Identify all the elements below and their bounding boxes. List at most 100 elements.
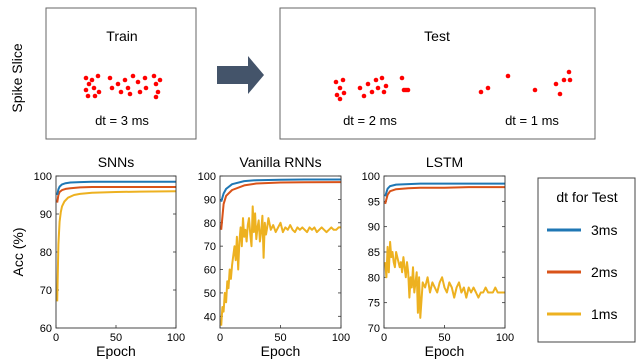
x-axis-label: Epoch	[96, 343, 136, 359]
test-dt1-label: dt = 1 ms	[505, 113, 559, 128]
y-tick-label: 50	[204, 288, 216, 300]
y-tick-label: 70	[204, 241, 216, 253]
x-axis-label: Epoch	[425, 343, 465, 359]
plot-frame	[383, 175, 506, 329]
x-tick-label: 0	[217, 332, 223, 344]
x-tick-label: 50	[438, 332, 450, 344]
y-tick-label: 100	[362, 171, 380, 183]
spike-dot	[567, 77, 573, 83]
spike-dot	[155, 89, 161, 95]
spike-dot	[151, 73, 157, 79]
spike-dot	[115, 81, 121, 87]
x-tick-label: 0	[381, 332, 387, 344]
series-line-2ms	[384, 186, 505, 205]
spike-dot	[505, 73, 511, 79]
spike-dot	[566, 69, 572, 75]
spike-dot	[340, 77, 346, 83]
spike-dot	[130, 73, 136, 79]
legend-entries: 3ms 2ms 1ms	[547, 222, 617, 322]
legend-title: dt for Test	[556, 189, 617, 205]
plot-frame	[55, 175, 177, 329]
spike-dot	[83, 75, 89, 81]
spike-dot	[341, 90, 347, 96]
series-line-3ms	[384, 182, 505, 197]
spike-dot	[478, 89, 484, 95]
spike-dot	[125, 85, 131, 91]
y-tick-label: 95	[368, 196, 380, 208]
spike-dot	[357, 85, 363, 91]
test-box	[279, 7, 596, 140]
y-tick-label: 40	[204, 311, 216, 323]
spike-dot	[485, 85, 491, 91]
spike-dot	[86, 81, 92, 87]
spike-dot	[561, 77, 567, 83]
series-line-2ms	[56, 186, 176, 203]
spike-dot	[337, 96, 343, 102]
spike-dot	[383, 83, 389, 89]
y-axis-label: Acc (%)	[10, 228, 26, 277]
legend-label-1ms: 1ms	[591, 306, 617, 322]
spike-dot	[96, 89, 102, 95]
spike-dot	[89, 77, 95, 83]
train-title: Train	[106, 28, 137, 44]
spike-slice-ylabel: Spike Slice	[9, 43, 25, 112]
spike-dot	[153, 81, 159, 87]
spike-dot	[92, 93, 98, 99]
x-tick-label: 50	[274, 332, 286, 344]
test-spike-dots	[333, 69, 573, 102]
plot-frame	[219, 175, 342, 329]
legend-label-3ms: 3ms	[591, 222, 617, 238]
spike-dot	[83, 87, 89, 93]
x-tick-label: 100	[167, 332, 185, 344]
chart-3: LSTM 70 75 80 85 90 95 100 0 50 100 Epoch	[362, 154, 515, 359]
chart-title: Vanilla RNNs	[239, 154, 321, 170]
series-line-1ms	[384, 240, 505, 319]
spike-dot	[127, 91, 133, 97]
spike-dot	[532, 87, 538, 93]
series-line-2ms	[220, 181, 342, 230]
y-tick-label: 60	[40, 323, 52, 335]
spike-dot	[375, 85, 381, 91]
spike-dot	[369, 89, 375, 95]
spike-dot	[405, 87, 411, 93]
legend-label-2ms: 2ms	[591, 264, 617, 280]
spike-dot	[122, 77, 128, 83]
y-tick-label: 80	[40, 247, 52, 259]
spike-dot	[143, 85, 149, 91]
spike-dot	[95, 73, 101, 79]
spike-dot	[373, 77, 379, 83]
chart-2: Vanilla RNNs 40 50 60 70 80 90 100 0 50 100 Epoch	[198, 154, 351, 359]
y-tick-label: 90	[40, 209, 52, 221]
train-box	[45, 7, 197, 140]
spike-dot	[557, 91, 563, 97]
y-tick-label: 100	[198, 171, 216, 183]
spike-dot	[333, 79, 339, 85]
x-tick-label: 50	[110, 332, 122, 344]
x-axis-label: Epoch	[261, 343, 301, 359]
spike-dot	[157, 77, 163, 83]
y-tick-label: 80	[204, 218, 216, 230]
test-dt2-label: dt = 2 ms	[343, 113, 397, 128]
spike-dot	[85, 93, 91, 99]
spike-dot	[379, 75, 385, 81]
spike-dot	[337, 85, 343, 91]
train-spike-dots	[83, 73, 163, 100]
spike-dot	[109, 85, 115, 91]
chart-title: LSTM	[426, 154, 463, 170]
spike-dot	[153, 94, 159, 100]
spike-dot	[361, 93, 367, 99]
y-tick-label: 70	[368, 323, 380, 335]
train-dt-label: dt = 3 ms	[95, 113, 149, 128]
y-tick-label: 90	[368, 222, 380, 234]
y-tick-label: 60	[204, 265, 216, 277]
spike-dot	[118, 89, 124, 95]
y-tick-label: 80	[368, 272, 380, 284]
y-tick-label: 75	[368, 298, 380, 310]
series-line-1ms	[56, 190, 177, 302]
y-tick-label: 70	[40, 285, 52, 297]
y-tick-label: 90	[204, 194, 216, 206]
x-tick-label: 100	[496, 332, 514, 344]
spike-dot	[365, 81, 371, 87]
